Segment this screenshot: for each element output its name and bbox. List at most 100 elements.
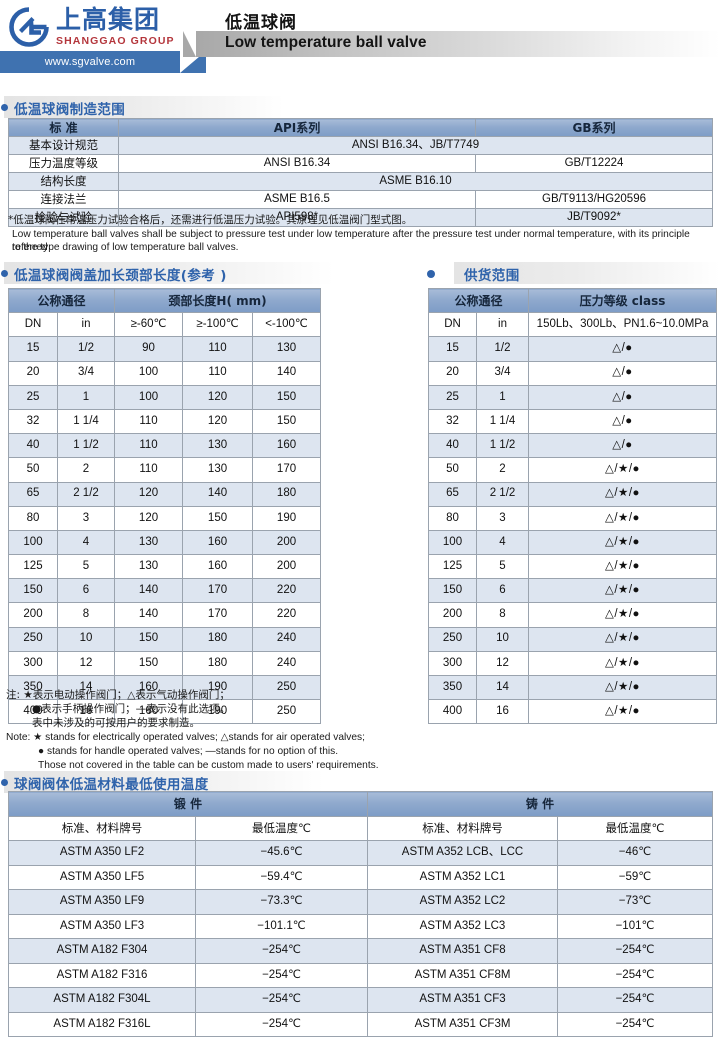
cell-casting-temp: −46℃ bbox=[557, 840, 713, 866]
cell-in: 10 bbox=[56, 626, 116, 652]
cell-dn: 200 bbox=[8, 602, 58, 628]
cell-availability-symbols: △/★/● bbox=[528, 457, 718, 483]
cell-length-ge100: 180 bbox=[182, 650, 254, 677]
table-row: 80 3 △/★/● bbox=[428, 505, 718, 531]
cell-casting-grade: ASTM A352 LC2 bbox=[367, 889, 558, 915]
table-row: 400 16 △/★/● bbox=[428, 699, 718, 725]
cell-forging-grade: ASTM A182 F316L bbox=[8, 1011, 196, 1037]
cell-casting-temp: −254℃ bbox=[557, 938, 713, 964]
col-forging-grade: 标准、材料牌号 bbox=[8, 815, 196, 841]
cell-forging-grade: ASTM A350 LF3 bbox=[8, 913, 196, 939]
table-row: 200 8 140 170 220 bbox=[8, 602, 322, 628]
cell-length-lt100: 160 bbox=[252, 433, 322, 459]
row-value-api: ASME B16.5 bbox=[118, 190, 476, 209]
range-note-chinese: *低温球阀在常温压力试验合格后，还需进行低温压力试验。其原理见低温阀门型式图。 bbox=[8, 214, 413, 226]
cell-in: 3/4 bbox=[475, 360, 530, 386]
page-title-chinese: 低温球阀 bbox=[225, 13, 297, 33]
cell-dn: 15 bbox=[428, 336, 477, 362]
row-value-api: API598* bbox=[118, 208, 476, 227]
cell-availability-symbols: △/★/● bbox=[528, 699, 718, 725]
cell-availability-symbols: △/★/● bbox=[528, 554, 718, 580]
table-row: ASTM A182 F316 −254℃ ASTM A351 CF8M −254℃ bbox=[8, 962, 713, 988]
cell-length-lt100: 180 bbox=[252, 481, 322, 507]
section-heading-supply: 供货范围 bbox=[424, 262, 720, 284]
bullet-icon bbox=[427, 270, 435, 278]
logo-g-icon bbox=[8, 6, 50, 48]
cell-dn: 100 bbox=[428, 529, 477, 556]
cell-dn: 300 bbox=[428, 650, 477, 677]
cell-in: 8 bbox=[475, 602, 530, 628]
cell-forging-temp: −59.4℃ bbox=[195, 864, 368, 890]
table-row: ASTM A182 F304 −254℃ ASTM A351 CF8 −254℃ bbox=[8, 938, 713, 964]
cell-in: 2 bbox=[475, 457, 530, 483]
cell-length-lt100: 150 bbox=[252, 408, 322, 435]
neck-table-body: 15 1/2 90 110 130 20 3/4 100 110 140 25 1 100 120 150 3… bbox=[8, 336, 322, 725]
table-row: ASTM A350 LF5 −59.4℃ ASTM A352 LC1 −59℃ bbox=[8, 864, 713, 890]
table-row: 40 1 1/2 △/● bbox=[428, 433, 718, 459]
section-heading-material: 球阀阀体低温材料最低使用温度 bbox=[0, 771, 720, 793]
col-in: in bbox=[475, 312, 530, 338]
cell-length-ge100: 120 bbox=[182, 408, 254, 435]
cell-dn: 25 bbox=[428, 384, 477, 410]
logo-english-name: SHANGGAO GROUP bbox=[56, 34, 175, 47]
table-row: 250 10 △/★/● bbox=[428, 626, 718, 652]
symbol-note-cn-1: 注: ★表示电动操作阀门；△表示气动操作阀门； bbox=[6, 689, 230, 701]
cell-in: 1 1/4 bbox=[56, 408, 116, 435]
table-row: 100 4 130 160 200 bbox=[8, 529, 322, 556]
bullet-icon bbox=[1, 104, 8, 111]
section-heading-range: 低温球阀制造范围 bbox=[0, 96, 720, 118]
cell-forging-grade: ASTM A182 F304 bbox=[8, 938, 196, 964]
cell-dn: 125 bbox=[428, 554, 477, 580]
cell-forging-temp: −45.6℃ bbox=[195, 840, 368, 866]
table-row: 15 1/2 90 110 130 bbox=[8, 336, 322, 362]
row-label: 基本设计规范 bbox=[8, 136, 119, 155]
cell-in: 16 bbox=[475, 699, 530, 725]
cell-casting-grade: ASTM A351 CF3 bbox=[367, 987, 558, 1013]
cell-availability-symbols: △/★/● bbox=[528, 578, 718, 604]
cell-length-ge60: 160 bbox=[114, 699, 184, 725]
table-group-header-row: 公称通径 压力等级 class bbox=[427, 287, 718, 314]
cell-length-ge100: 150 bbox=[182, 505, 254, 531]
symbol-notes-block: 注: ★表示电动操作阀门；△表示气动操作阀门； ●表示手柄操作阀门；—表示没有此… bbox=[6, 688, 486, 774]
table-row: 基本设计规范 ANSI B16.34、JB/T7749 bbox=[8, 136, 713, 155]
cell-length-lt100: 200 bbox=[252, 554, 322, 580]
cell-in: 3 bbox=[56, 505, 116, 531]
cell-length-ge100: 190 bbox=[182, 674, 254, 701]
col-group-casting: 铸 件 bbox=[367, 791, 713, 817]
cell-casting-grade: ASTM A351 CF8M bbox=[367, 962, 558, 988]
section-title-range: 低温球阀制造范围 bbox=[14, 102, 126, 118]
bullet-icon bbox=[1, 270, 8, 277]
col-gb-series: GB系列 bbox=[475, 118, 713, 137]
table-header-row: 标 准 API系列 GB系列 bbox=[8, 118, 713, 137]
cell-forging-temp: −254℃ bbox=[195, 1011, 368, 1037]
cell-length-ge60: 150 bbox=[114, 626, 184, 652]
table-row: 125 5 130 160 200 bbox=[8, 554, 322, 580]
cell-in: 2 bbox=[56, 457, 116, 483]
cell-length-lt100: 130 bbox=[252, 336, 322, 362]
cell-dn: 150 bbox=[8, 578, 58, 604]
cell-length-ge100: 190 bbox=[182, 699, 254, 725]
table-row: ASTM A350 LF2 −45.6℃ ASTM A352 LCB、LCC −46℃ bbox=[8, 840, 713, 866]
cell-in: 6 bbox=[56, 578, 116, 604]
table-row: ASTM A182 F304L −254℃ ASTM A351 CF3 −254℃ bbox=[8, 987, 713, 1013]
cell-dn: 40 bbox=[428, 433, 477, 459]
cell-dn: 65 bbox=[8, 481, 58, 507]
cell-dn: 32 bbox=[8, 408, 58, 435]
cell-forging-grade: ASTM A350 LF5 bbox=[8, 864, 196, 890]
col-group-nominal-diameter: 公称通径 bbox=[7, 287, 116, 314]
cell-availability-symbols: △/● bbox=[528, 408, 718, 435]
col-group-neck-length: 颈部长度H( mm) bbox=[114, 287, 322, 314]
cell-length-ge60: 160 bbox=[114, 674, 184, 701]
table-row: 200 8 △/★/● bbox=[428, 602, 718, 628]
cell-availability-symbols: △/★/● bbox=[528, 529, 718, 556]
row-value-api: ANSI B16.34 bbox=[118, 154, 476, 173]
cell-length-ge60: 140 bbox=[114, 578, 184, 604]
symbol-note-cn-2: ●表示手柄操作阀门；—表示没有此选项。 bbox=[32, 703, 231, 716]
table-row: 400 16 160 190 250 bbox=[8, 699, 322, 725]
table-row: 25 1 △/● bbox=[428, 384, 718, 410]
table-row: 50 2 110 130 170 bbox=[8, 457, 322, 483]
row-value-gb: GB/T12224 bbox=[475, 154, 713, 173]
cell-in: 1 1/2 bbox=[56, 433, 116, 459]
cell-in: 2 1/2 bbox=[56, 481, 116, 507]
table-row: 结构长度 ASME B16.10 bbox=[8, 172, 713, 191]
